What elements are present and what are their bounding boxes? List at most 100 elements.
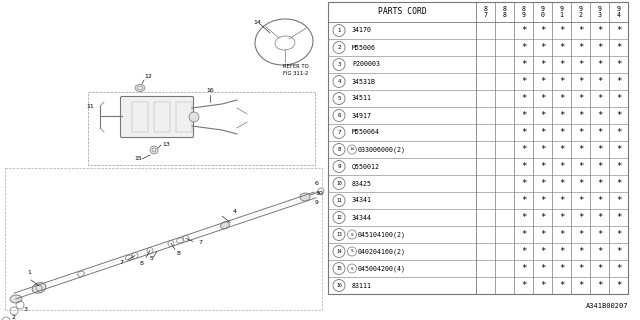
Text: *: * [597, 264, 602, 273]
Text: *: * [521, 26, 526, 35]
Text: *: * [540, 145, 545, 154]
Text: *: * [597, 94, 602, 103]
Text: *: * [597, 247, 602, 256]
Text: *: * [521, 43, 526, 52]
Text: REFER TO: REFER TO [283, 64, 308, 69]
Text: *: * [540, 60, 545, 69]
Ellipse shape [135, 84, 145, 92]
Text: 83425: 83425 [352, 180, 372, 187]
Text: *: * [578, 60, 583, 69]
Text: *: * [521, 111, 526, 120]
Text: 5: 5 [337, 96, 340, 101]
Text: 13: 13 [162, 142, 170, 147]
Text: *: * [521, 230, 526, 239]
Text: *: * [616, 128, 621, 137]
Text: 8
9: 8 9 [522, 6, 525, 18]
Text: *: * [559, 111, 564, 120]
Text: *: * [559, 60, 564, 69]
Text: 9
0: 9 0 [541, 6, 545, 18]
Text: 9
2: 9 2 [579, 6, 582, 18]
Text: 15: 15 [134, 156, 142, 161]
Text: 34917: 34917 [352, 113, 372, 118]
Text: 34511: 34511 [352, 95, 372, 101]
Text: *: * [616, 247, 621, 256]
Text: W: W [351, 148, 353, 151]
Text: *: * [616, 179, 621, 188]
Text: *: * [521, 128, 526, 137]
Text: S: S [351, 233, 353, 236]
Bar [176, 102, 192, 132]
Text: 12: 12 [336, 215, 342, 220]
Text: *: * [559, 43, 564, 52]
Text: 045004200(4): 045004200(4) [358, 265, 406, 272]
Text: *: * [578, 179, 583, 188]
Text: *: * [578, 94, 583, 103]
Text: *: * [597, 162, 602, 171]
Text: 2: 2 [12, 315, 16, 320]
Text: *: * [540, 196, 545, 205]
Text: *: * [559, 26, 564, 35]
Text: *: * [521, 145, 526, 154]
Text: *: * [540, 111, 545, 120]
Text: *: * [521, 94, 526, 103]
Text: *: * [616, 264, 621, 273]
Text: *: * [559, 247, 564, 256]
Text: 9
3: 9 3 [598, 6, 602, 18]
Text: 16: 16 [336, 283, 342, 288]
Text: *: * [559, 230, 564, 239]
Text: *: * [521, 60, 526, 69]
FancyBboxPatch shape [120, 97, 193, 138]
Text: *: * [597, 281, 602, 290]
Text: 8: 8 [140, 260, 144, 266]
Text: *: * [616, 26, 621, 35]
Text: Q550012: Q550012 [352, 164, 380, 170]
Text: *: * [540, 264, 545, 273]
Text: *: * [540, 247, 545, 256]
Text: *: * [616, 213, 621, 222]
Text: *: * [597, 230, 602, 239]
Text: 3: 3 [337, 62, 340, 67]
Text: 040204160(2): 040204160(2) [358, 248, 406, 255]
Text: 7: 7 [198, 240, 202, 245]
Text: *: * [559, 196, 564, 205]
Text: *: * [540, 43, 545, 52]
Ellipse shape [300, 193, 310, 201]
Text: *: * [578, 145, 583, 154]
Text: *: * [559, 145, 564, 154]
Text: *: * [616, 60, 621, 69]
Text: *: * [540, 77, 545, 86]
Text: *: * [559, 162, 564, 171]
Text: *: * [540, 179, 545, 188]
Text: *: * [521, 162, 526, 171]
Text: S: S [351, 250, 353, 253]
Text: 10: 10 [315, 191, 323, 196]
Text: 10: 10 [336, 181, 342, 186]
Text: FIG 311-2: FIG 311-2 [283, 71, 308, 76]
Text: *: * [540, 162, 545, 171]
Text: *: * [578, 77, 583, 86]
Text: M550064: M550064 [352, 130, 380, 135]
Text: 6: 6 [315, 181, 319, 186]
Bar [154, 102, 170, 132]
Text: 5: 5 [149, 255, 153, 260]
Text: *: * [616, 145, 621, 154]
Text: 8: 8 [177, 252, 181, 257]
Text: *: * [540, 26, 545, 35]
Text: *: * [540, 94, 545, 103]
Text: PARTS CORD: PARTS CORD [378, 7, 426, 17]
Text: *: * [616, 77, 621, 86]
Text: 16: 16 [206, 88, 214, 93]
Text: *: * [559, 179, 564, 188]
Text: *: * [559, 77, 564, 86]
Text: *: * [559, 281, 564, 290]
Text: *: * [578, 128, 583, 137]
Text: 4: 4 [233, 209, 237, 214]
Text: 34170: 34170 [352, 28, 372, 34]
Text: 033006000(2): 033006000(2) [358, 146, 406, 153]
Text: *: * [521, 247, 526, 256]
Text: *: * [521, 213, 526, 222]
Text: *: * [616, 43, 621, 52]
Text: *: * [616, 162, 621, 171]
Text: *: * [540, 281, 545, 290]
Text: 14: 14 [253, 20, 261, 25]
